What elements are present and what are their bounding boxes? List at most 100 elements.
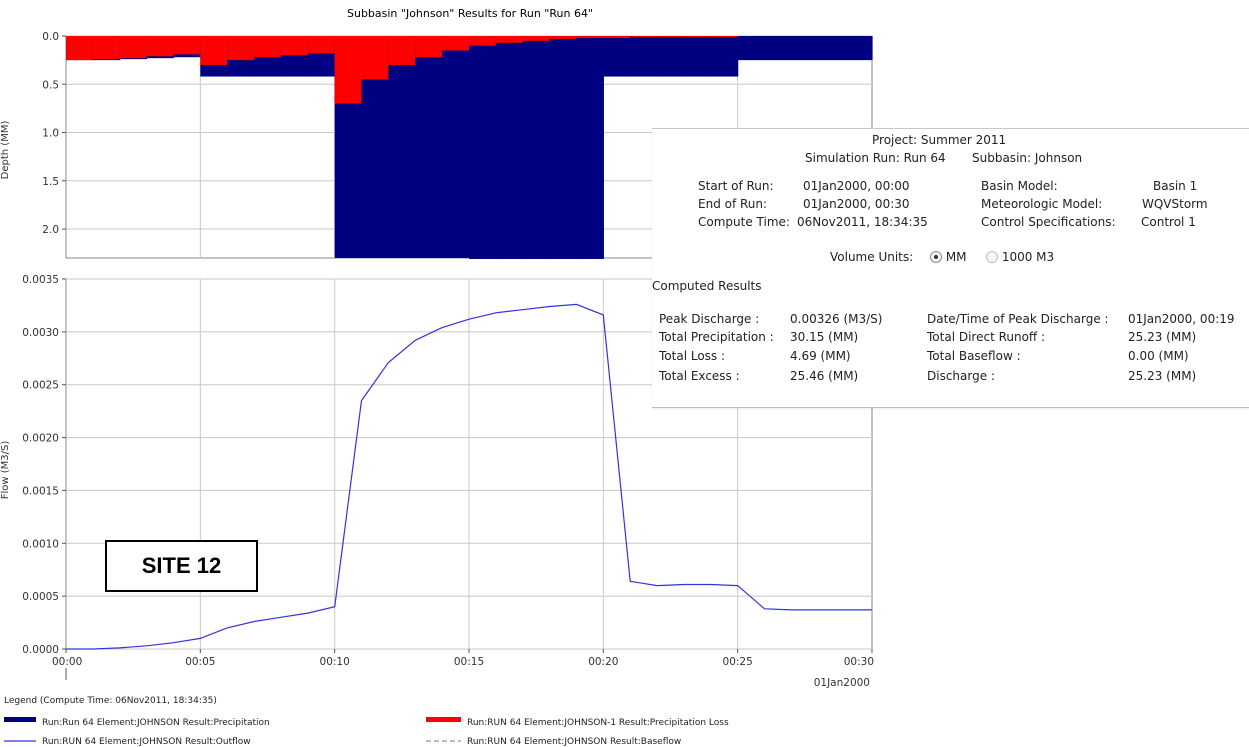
flow-y-tick-label: 0.0015 <box>22 485 59 497</box>
peak-time-label: Date/Time of Peak Discharge : <box>927 312 1109 326</box>
legend-swatch-precipitation-loss <box>426 717 461 722</box>
flow-y-tick-label: 0.0000 <box>22 644 59 656</box>
radio-1000m3-indicator[interactable] <box>986 251 998 263</box>
precip-y-tick-label: 0.5 <box>42 79 59 91</box>
precip-y-tick-label: 1.0 <box>42 128 59 140</box>
precipitation-bar <box>657 36 684 77</box>
flow-y-tick-label: 0.0030 <box>22 327 59 339</box>
flow-y-tick-label: 0.0005 <box>22 591 59 603</box>
precipitation-loss-bar <box>576 36 603 38</box>
precipitation-loss-bar <box>415 36 442 57</box>
basin-model-label: Basin Model: <box>981 179 1058 193</box>
precipitation-loss-bar <box>93 36 120 59</box>
flow-x-tick-label: 00:15 <box>454 656 484 668</box>
peak-discharge-value: 0.00326 (M3/S) <box>790 312 882 326</box>
precipitation-loss-bar <box>469 36 496 46</box>
precipitation-loss-bar <box>523 36 550 41</box>
precipitation-loss-bar <box>603 36 630 38</box>
total-loss-label: Total Loss : <box>659 349 725 363</box>
legend-label-outflow: Run:RUN 64 Element:JOHNSON Result:Outflo… <box>42 737 251 747</box>
precipitation-bar <box>818 36 845 60</box>
precipitation-loss-bar <box>120 36 147 58</box>
precipitation-bar <box>415 36 442 258</box>
flow-y-tick-label: 0.0025 <box>22 380 59 392</box>
precip-y-tick-label: 0.0 <box>42 31 59 43</box>
compute-time-label: Compute Time: <box>698 215 790 229</box>
precip-y-tick-label: 2.0 <box>42 224 59 236</box>
direct-runoff-label: Total Direct Runoff : <box>927 330 1045 344</box>
precipitation-bar <box>711 36 738 77</box>
precipitation-loss-bar <box>281 36 308 55</box>
radio-1000m3[interactable]: 1000 M3 <box>986 250 1054 264</box>
precipitation-loss-bar <box>173 36 200 54</box>
control-spec-label: Control Specifications: <box>981 215 1116 229</box>
radio-mm-indicator[interactable] <box>930 251 942 263</box>
flow-x-tick-label: 00:05 <box>185 656 215 668</box>
precipitation-bar <box>684 36 711 77</box>
legend-label-precipitation: Run:Run 64 Element:JOHNSON Result:Precip… <box>42 718 270 728</box>
flow-x-tick-label: 00:00 <box>52 656 82 668</box>
chart-legend: Legend (Compute Time: 06Nov2011, 18:34:3… <box>4 696 729 747</box>
flow-x-tick-label: 00:10 <box>320 656 350 668</box>
end-of-run-value: 01Jan2000, 00:30 <box>803 197 910 211</box>
precipitation-loss-bar <box>496 36 523 43</box>
precipitation-loss-bar <box>630 36 657 37</box>
peak-time-value: 01Jan2000, 00:19 <box>1128 312 1235 326</box>
precipitation-bar <box>576 36 603 259</box>
precipitation-loss-bar <box>657 36 684 37</box>
project-name: Project: Summer 2011 <box>872 133 1006 147</box>
total-loss-value: 4.69 (MM) <box>790 349 851 363</box>
legend-label-precipitation-loss: Run:RUN 64 Element:JOHNSON-1 Result:Prec… <box>467 718 729 728</box>
start-of-run-label: Start of Run: <box>698 179 774 193</box>
flow-x-tick-label: 00:25 <box>723 656 753 668</box>
total-excess-label: Total Excess : <box>659 369 740 383</box>
radio-mm-label: MM <box>946 250 967 264</box>
flow-y-tick-label: 0.0035 <box>22 274 59 286</box>
site-label: SITE 12 <box>105 540 258 592</box>
baseflow-value: 0.00 (MM) <box>1128 349 1189 363</box>
precipitation-loss-bar <box>388 36 415 65</box>
control-spec-value: Control 1 <box>1141 215 1196 229</box>
precip-y-tick-label: 1.5 <box>42 176 59 188</box>
precipitation-bar <box>496 36 523 259</box>
start-of-run-value: 01Jan2000, 00:00 <box>803 179 910 193</box>
precipitation-bar <box>630 36 657 77</box>
precipitation-bar <box>550 36 577 259</box>
peak-discharge-label: Peak Discharge : <box>659 312 759 326</box>
direct-runoff-value: 25.23 (MM) <box>1128 330 1196 344</box>
precip-y-axis-label: Depth (MM) <box>0 121 11 180</box>
simulation-run: Simulation Run: Run 64 <box>805 151 946 165</box>
precipitation-bar <box>388 36 415 258</box>
radio-mm[interactable]: MM <box>930 250 967 264</box>
precipitation-loss-bar <box>200 36 227 65</box>
precipitation-bar <box>603 36 630 77</box>
summary-results-panel: Project: Summer 2011 Simulation Run: Run… <box>652 128 1249 408</box>
precipitation-loss-bar <box>254 36 281 57</box>
computed-results-heading: Computed Results <box>652 279 761 293</box>
flow-x-tick-label: 00:30 <box>844 656 874 668</box>
precipitation-loss-bar <box>684 36 711 37</box>
precipitation-loss-bar <box>335 36 362 104</box>
precipitation-loss-bar <box>66 36 93 60</box>
total-excess-value: 25.46 (MM) <box>790 369 858 383</box>
precipitation-bar <box>791 36 818 60</box>
precipitation-bar <box>442 36 469 258</box>
flow-x-tick-label: 00:20 <box>588 656 618 668</box>
legend-title: Legend (Compute Time: 06Nov2011, 18:34:3… <box>4 696 217 706</box>
precipitation-bar <box>469 36 496 259</box>
precipitation-bar <box>523 36 550 259</box>
precipitation-bar <box>765 36 792 60</box>
precipitation-bar <box>845 36 872 60</box>
discharge-value: 25.23 (MM) <box>1128 369 1196 383</box>
precipitation-loss-bar <box>550 36 577 39</box>
total-precip-label: Total Precipitation : <box>659 330 774 344</box>
radio-1000m3-label: 1000 M3 <box>1002 250 1054 264</box>
met-model-label: Meteorologic Model: <box>981 197 1102 211</box>
met-model-value: WQVStorm <box>1142 197 1208 211</box>
legend-label-baseflow: Run:RUN 64 Element:JOHNSON Result:Basefl… <box>467 737 681 747</box>
volume-units-label: Volume Units: <box>830 250 913 264</box>
discharge-label: Discharge : <box>927 369 995 383</box>
precipitation-bar <box>738 36 765 60</box>
precipitation-loss-bar <box>147 36 174 56</box>
baseflow-label: Total Baseflow : <box>927 349 1021 363</box>
